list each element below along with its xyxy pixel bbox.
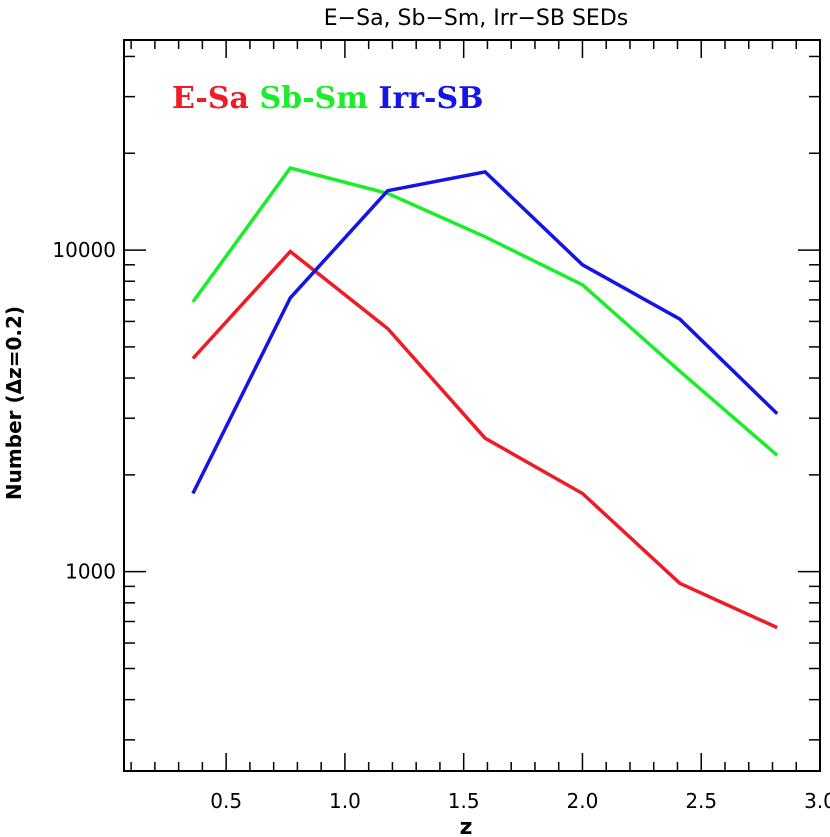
chart-title: E−Sa, Sb−Sm, Irr−SB SEDs [324, 6, 628, 31]
y-tick-label: 10000 [52, 238, 116, 262]
legend-entry: Sb-Sm [259, 81, 368, 116]
series-line-sb-sm [191, 166, 779, 457]
y-axis-label: Number (Δz=0.2) [2, 306, 26, 500]
plot-frame [123, 39, 821, 772]
axis-ticks: 0.5 1.0 1.5 2.0 2.5 3.0 1000 10000 [52, 40, 830, 813]
legend: E-Sa Sb-Sm Irr-SB [172, 81, 484, 116]
legend-entry: E-Sa [172, 81, 249, 116]
x-tick-label: 1.0 [329, 789, 361, 813]
legend-spacer [368, 81, 378, 116]
y-tick-label: 1000 [65, 560, 116, 584]
legend-entry: Irr-SB [378, 81, 483, 116]
series-lines [191, 166, 779, 630]
x-axis-label: z [460, 815, 473, 837]
x-tick-label: 0.5 [210, 789, 242, 813]
x-tick-label: 2.0 [567, 789, 599, 813]
x-tick-label: 1.5 [448, 789, 480, 813]
legend-spacer [249, 81, 259, 116]
series-line-irr-sb [191, 170, 779, 495]
x-tick-label: 3.0 [804, 789, 830, 813]
x-tick-label: 2.5 [685, 789, 717, 813]
series-line-e-sa [191, 249, 778, 630]
